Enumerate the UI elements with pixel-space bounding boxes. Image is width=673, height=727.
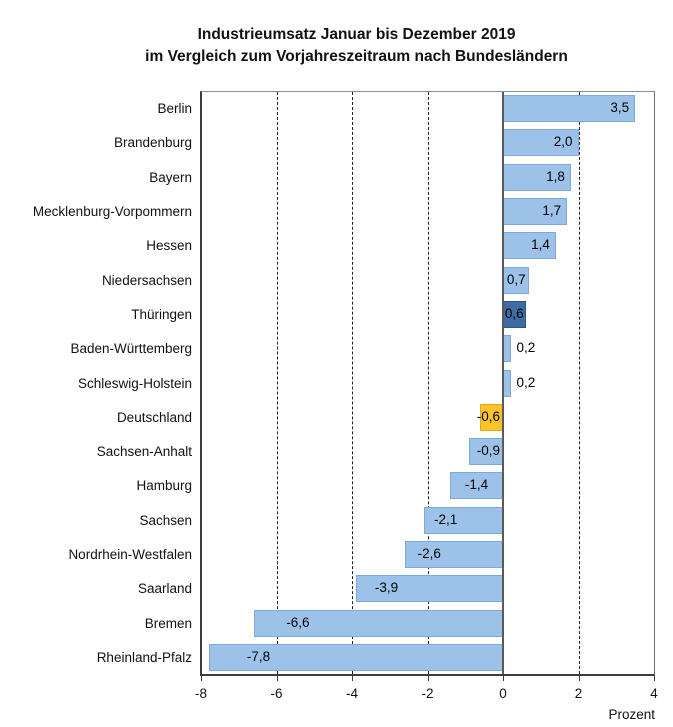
category-label-saarland: Saarland [137,581,192,597]
bar-value-label-niedersachsen: 0,7 [506,271,526,287]
x-axis-title: Prozent [608,707,655,722]
chart-title: Industrieumsatz Januar bis Dezember 2019… [40,24,673,68]
category-label-niedersachsen: Niedersachsen [101,272,192,288]
category-label-bremen: Bremen [144,615,192,631]
x-tick-mark [503,676,504,681]
bar-saarland [355,575,503,603]
dashed-gridline [427,92,429,674]
category-label-hessen: Hessen [146,238,192,254]
x-tick-mark [352,676,353,681]
bar-value-label-brandenburg: 2,0 [553,134,573,150]
x-tick-mark [201,676,202,681]
x-tick-label: 4 [650,686,658,701]
x-tick-mark [276,676,278,681]
x-tick-mark [427,676,429,681]
zero-gridline [502,92,504,674]
dashed-gridline [276,92,278,674]
chart-title-line1: Industrieumsatz Januar bis Dezember 2019 [197,26,516,43]
bar-value-label-baden-wurttemberg: 0,2 [516,340,536,356]
x-tick-label: -6 [270,686,283,701]
x-tick-mark [578,676,580,681]
bar-schleswig-holstein [503,369,511,397]
bar-nordrhein-westfalen [404,540,503,568]
bar-sachsen-anhalt [469,438,503,466]
chart-title-line2: im Vergleich zum Vorjahreszeitraum nach … [145,48,568,65]
bar-sachsen [423,506,503,534]
dashed-gridline [578,92,580,674]
bar-value-label-bremen: -6,6 [286,614,310,630]
bar-value-label-rheinland-pfalz: -7,8 [246,648,271,664]
bar-mecklenburg-vorpommern [503,198,568,226]
category-label-bayern: Bayern [149,169,192,185]
category-label-nordrhein-westfalen: Nordrhein-Westfalen [68,546,192,562]
x-tick-label: 2 [574,686,583,701]
x-tick-label: 0 [499,686,507,701]
category-label-thuringen: Thüringen [131,306,192,322]
bar-bayern [503,163,571,191]
bar-baden-wurttemberg [503,335,511,363]
bar-value-label-schleswig-holstein: 0,2 [516,374,536,390]
bar-value-label-mecklenburg-vorpommern: 1,7 [542,203,562,219]
category-label-mecklenburg-vorpommern: Mecklenburg-Vorpommern [32,204,192,220]
category-label-deutschland: Deutschland [116,409,192,425]
bar-rheinland-pfalz [208,643,503,671]
bar-value-label-sachsen: -2,1 [434,511,458,527]
bar-value-label-nordrhein-westfalen: -2,6 [417,545,441,561]
category-label-baden-wurttemberg: Baden-Württemberg [70,341,192,357]
category-label-sachsen: Sachsen [139,512,192,528]
x-tick-label: -4 [345,686,358,701]
dashed-gridline [352,92,353,674]
bar-value-label-sachsen-anhalt: -0,9 [476,443,500,459]
plot-border [200,91,655,676]
category-label-berlin: Berlin [157,101,192,117]
bar-value-label-hessen: 1,4 [531,237,550,253]
bar-value-label-bayern: 1,8 [546,168,565,184]
category-label-hamburg: Hamburg [136,478,192,494]
bar-niedersachsen [503,266,530,294]
bar-value-label-deutschland: -0,6 [476,408,500,424]
bar-value-label-hamburg: -1,4 [464,477,489,493]
x-tick-mark [654,676,655,681]
bar-value-label-saarland: -3,9 [374,580,399,596]
x-tick-label: -2 [421,686,434,701]
x-tick-label: -8 [194,686,207,701]
category-label-rheinland-pfalz: Rheinland-Pfalz [96,649,192,665]
bar-value-label-berlin: 3,5 [610,100,630,116]
category-label-brandenburg: Brandenburg [113,135,192,151]
bar-value-label-thuringen: 0,6 [504,305,524,321]
bar-berlin [503,95,636,123]
bar-bremen [253,609,503,637]
category-label-schleswig-holstein: Schleswig-Holstein [77,375,192,391]
category-label-sachsen-anhalt: Sachsen-Anhalt [96,444,192,460]
